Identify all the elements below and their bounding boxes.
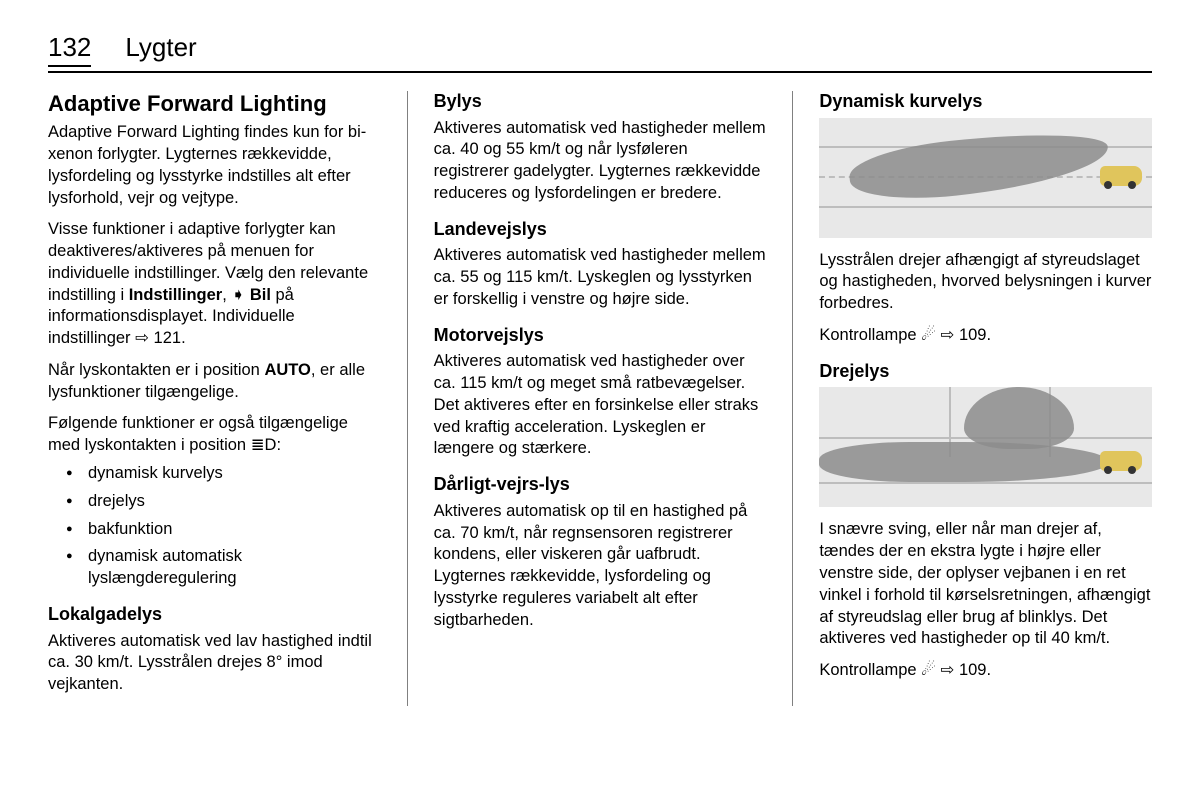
para-dynamisk-kurvelys: Lysstrålen drejer afhængigt af styreudsl… — [819, 250, 1152, 315]
bold-indstillinger: Indstillinger — [129, 286, 223, 304]
para-auto-position: Når lyskontakten er i position AUTO, er … — [48, 360, 381, 404]
list-item: drejelys — [66, 491, 381, 513]
bold-auto: AUTO — [264, 361, 310, 379]
page-number: 132 — [48, 32, 91, 67]
list-item: bakfunktion — [66, 519, 381, 541]
para-bylys: Aktiveres automatisk ved hastigheder mel… — [434, 118, 767, 205]
chapter-title: Lygter — [125, 32, 196, 63]
column-2: Bylys Aktiveres automatisk ved hastighed… — [434, 91, 767, 706]
para-afl-settings: Visse funktioner i adaptive forlygter ka… — [48, 219, 381, 350]
heading-motorvejslys: Motorvejslys — [434, 325, 767, 346]
column-3: Dynamisk kurvelys Lysstrålen drejer afhæ… — [819, 91, 1152, 706]
para-motorvejslys: Aktiveres automatisk ved hastigheder ove… — [434, 351, 767, 460]
para-drejelys: I snævre sving, eller når man drejer af,… — [819, 519, 1152, 650]
para-darligt-vejrs-lys: Aktiveres automatisk op til en hastighed… — [434, 501, 767, 632]
column-separator — [407, 91, 408, 706]
heading-adaptive-forward-lighting: Adaptive Forward Lighting — [48, 91, 381, 116]
text: Når lyskontakten er i position — [48, 361, 264, 379]
para-landevejslys: Aktiveres automatisk ved hastigheder mel… — [434, 245, 767, 310]
page-ref: ⇨ 109. — [936, 326, 991, 344]
indicator-icon: ☄ — [921, 326, 936, 344]
text: : — [276, 436, 281, 454]
page-ref: ⇨ 109. — [936, 661, 991, 679]
list-item: dynamisk automatisk lyslængderegulering — [66, 546, 381, 590]
heading-lokalgadelys: Lokalgadelys — [48, 604, 381, 625]
function-list: dynamisk kurvelys drejelys bakfunktion d… — [48, 463, 381, 590]
indicator-icon: ☄ — [921, 661, 936, 679]
para-kontrollampe-2: Kontrollampe ☄ ⇨ 109. — [819, 660, 1152, 682]
text: Kontrollampe — [819, 326, 921, 344]
para-following-functions: Følgende funktioner er også tilgængelige… — [48, 413, 381, 457]
para-afl-intro: Adaptive Forward Lighting findes kun for… — [48, 122, 381, 209]
heading-darligt-vejrs-lys: Dårligt-vejrs-lys — [434, 474, 767, 495]
list-item: dynamisk kurvelys — [66, 463, 381, 485]
heading-drejelys: Drejelys — [819, 361, 1152, 382]
content-columns: Adaptive Forward Lighting Adaptive Forwa… — [48, 91, 1152, 706]
para-lokalgadelys: Aktiveres automatisk ved lav hastighed i… — [48, 631, 381, 696]
figure-cornering-light — [819, 387, 1152, 507]
para-kontrollampe-1: Kontrollampe ☄ ⇨ 109. — [819, 325, 1152, 347]
heading-dynamisk-kurvelys: Dynamisk kurvelys — [819, 91, 1152, 112]
page-header: 132 Lygter — [48, 32, 1152, 73]
heading-landevejslys: Landevejslys — [434, 219, 767, 240]
text: Følgende funktioner er også tilgængelige… — [48, 414, 348, 454]
arrow-icon: ➧ — [231, 286, 245, 304]
light-switch-icon: ≣D — [251, 436, 277, 454]
column-separator — [792, 91, 793, 706]
heading-bylys: Bylys — [434, 91, 767, 112]
text: Kontrollampe — [819, 661, 921, 679]
page-ref-icon: ⇨ — [135, 329, 149, 347]
column-1: Adaptive Forward Lighting Adaptive Forwa… — [48, 91, 381, 706]
bold-bil: Bil — [250, 286, 271, 304]
page-ref: 121. — [149, 329, 186, 347]
figure-dynamic-curve-light — [819, 118, 1152, 238]
